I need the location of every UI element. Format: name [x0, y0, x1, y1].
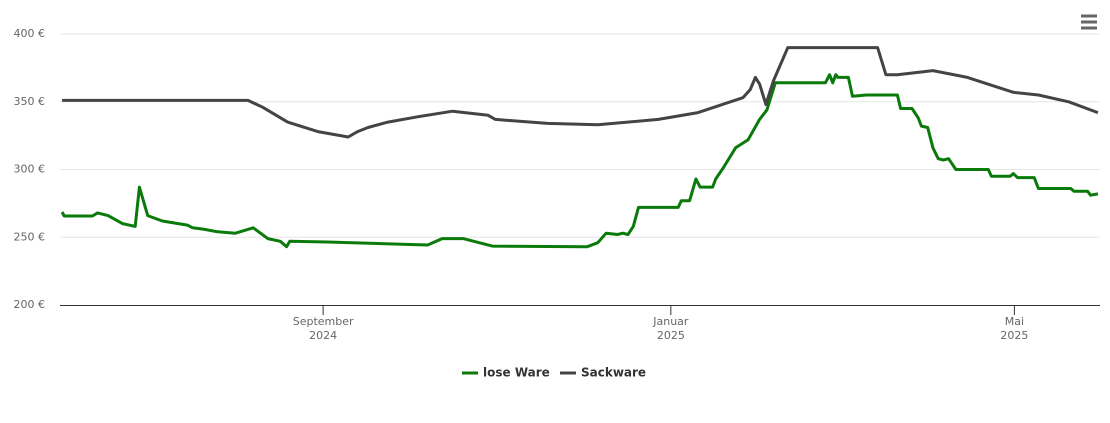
y-tick-label: 400 €	[14, 27, 46, 40]
legend-item[interactable]: lose Ware	[462, 366, 550, 380]
series-line	[60, 73, 1099, 249]
x-tick-label: September 2024	[293, 315, 354, 342]
legend-item[interactable]: Sackware	[560, 366, 646, 380]
y-tick-label: 250 €	[14, 230, 46, 243]
menu-icon[interactable]	[1081, 14, 1097, 30]
y-tick-label: 350 €	[14, 95, 46, 108]
legend-text: Sackware	[581, 366, 646, 380]
series-line	[62, 46, 1099, 139]
y-tick-label: 200 €	[14, 298, 46, 311]
x-tick-label: Januar 2025	[652, 315, 689, 342]
x-tick-label: Mai 2025	[1000, 315, 1028, 342]
menu-button[interactable]	[1078, 12, 1100, 32]
legend-text: lose Ware	[483, 366, 550, 380]
y-tick-label: 300 €	[14, 163, 46, 176]
